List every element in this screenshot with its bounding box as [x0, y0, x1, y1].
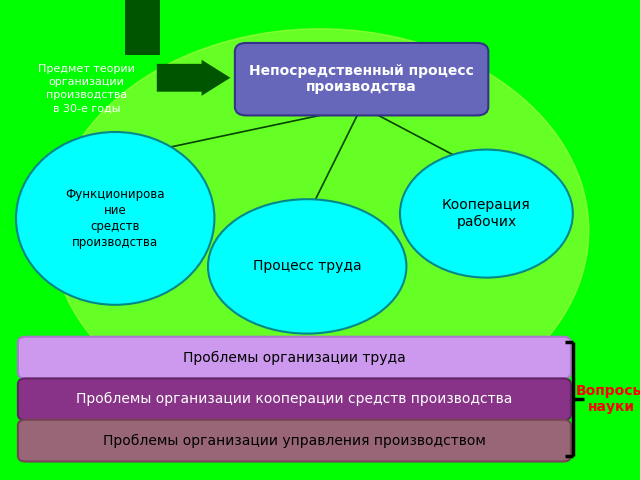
FancyBboxPatch shape	[125, 0, 160, 55]
Text: Проблемы организации труда: Проблемы организации труда	[183, 350, 406, 365]
Text: Вопросы
науки: Вопросы науки	[576, 384, 640, 414]
Circle shape	[51, 29, 589, 432]
Ellipse shape	[16, 132, 214, 305]
FancyArrow shape	[157, 60, 230, 96]
FancyBboxPatch shape	[235, 43, 488, 116]
Text: Функционирова
ние
средств
производства: Функционирова ние средств производства	[65, 188, 165, 249]
Text: Проблемы организации управления производством: Проблемы организации управления производ…	[103, 433, 486, 448]
Ellipse shape	[208, 199, 406, 334]
Text: Непосредственный процесс
производства: Непосредственный процесс производства	[249, 64, 474, 94]
FancyBboxPatch shape	[18, 337, 571, 378]
Text: Проблемы организации кооперации средств производства: Проблемы организации кооперации средств …	[76, 392, 513, 407]
Text: Процесс труда: Процесс труда	[253, 259, 362, 274]
Ellipse shape	[400, 150, 573, 277]
Text: Предмет теории
организации
производства
в 30-е годы: Предмет теории организации производства …	[38, 64, 135, 114]
FancyBboxPatch shape	[18, 378, 571, 420]
FancyBboxPatch shape	[18, 420, 571, 462]
Text: Кооперация
рабочих: Кооперация рабочих	[442, 198, 531, 229]
